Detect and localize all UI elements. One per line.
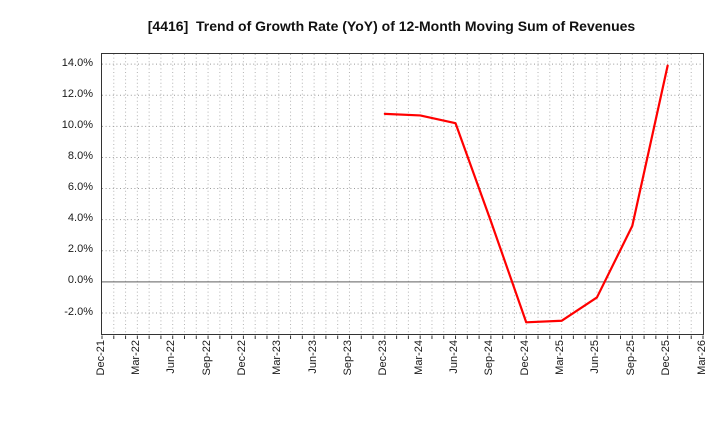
x-tick-label: Mar-23 xyxy=(271,340,284,375)
x-tick-label: Dec-25 xyxy=(660,340,673,376)
growth-rate-line xyxy=(383,64,669,324)
x-tick-label: Jun-22 xyxy=(165,340,178,374)
plot-svg xyxy=(101,54,704,339)
y-tick-label: 4.0% xyxy=(67,212,93,225)
y-tick-label: 14.0% xyxy=(61,56,93,69)
x-tick-label: Sep-25 xyxy=(624,340,637,376)
x-tick-label: Dec-21 xyxy=(94,340,107,376)
x-tick-label: Dec-24 xyxy=(518,340,531,376)
x-tick-label: Jun-25 xyxy=(589,340,602,374)
y-tick-label: 8.0% xyxy=(67,149,93,162)
x-tick-label: Sep-24 xyxy=(483,340,496,376)
x-tick-label: Dec-23 xyxy=(377,340,390,376)
x-tick-label: Mar-22 xyxy=(129,340,142,375)
x-tick-label: Jun-23 xyxy=(306,340,319,374)
x-tick-label: Mar-26 xyxy=(695,340,708,375)
x-tick-label: Sep-23 xyxy=(341,340,354,376)
y-tick-label: 10.0% xyxy=(61,118,93,131)
y-tick-label: 0.0% xyxy=(67,274,93,287)
y-tick-label: 12.0% xyxy=(61,87,93,100)
x-tick-label: Mar-24 xyxy=(412,340,425,375)
chart-title: [4416] Trend of Growth Rate (YoY) of 12-… xyxy=(147,18,636,34)
x-tick-label: Mar-25 xyxy=(554,340,567,375)
x-tick-label: Sep-22 xyxy=(200,340,213,376)
y-tick-label: -2.0% xyxy=(64,305,93,318)
plot-area xyxy=(101,53,704,339)
y-tick-label: 6.0% xyxy=(67,181,93,194)
x-tick-label: Dec-22 xyxy=(235,340,248,376)
x-tick-label: Jun-24 xyxy=(448,340,461,374)
y-tick-label: 2.0% xyxy=(67,243,93,256)
